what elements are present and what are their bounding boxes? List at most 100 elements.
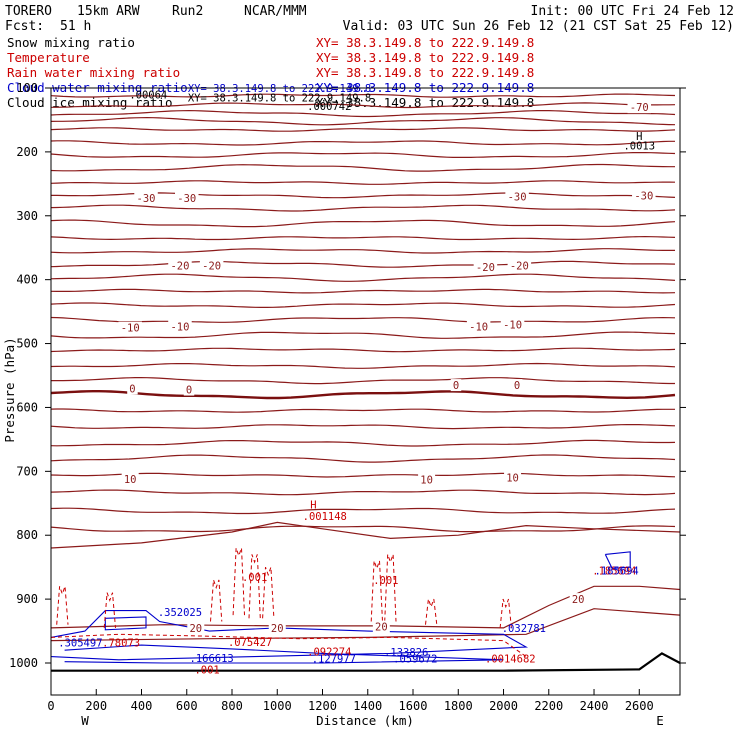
isotherm xyxy=(50,248,675,254)
isotherm xyxy=(50,316,676,323)
x-tick-label: 1400 xyxy=(353,699,382,713)
isotherm-label: -10 xyxy=(170,321,189,333)
temperature-contours xyxy=(50,93,681,642)
isotherm-label: 20 xyxy=(189,623,202,635)
isotherm-label: 0 xyxy=(129,383,135,395)
max-label: .001 xyxy=(194,664,219,676)
field-name-rain: Rain water mixing ratio xyxy=(7,65,180,80)
isotherm xyxy=(50,180,676,185)
cloud-water-contour xyxy=(104,616,147,631)
forecast-hours: 51 h xyxy=(60,19,91,34)
max-label: .305497 xyxy=(58,638,102,650)
label-background xyxy=(418,473,436,486)
overlay-xy-text: XY= 38.3.149.8 to 222.9.149.8 xyxy=(188,83,371,95)
field-xy-temperature: XY= 38.3.149.8 to 222.9.149.8 xyxy=(316,50,534,65)
label-background xyxy=(504,471,522,484)
y-tick-label: 600 xyxy=(16,400,38,414)
y-tick-label: 900 xyxy=(16,592,38,606)
label-background xyxy=(127,382,138,395)
isotherm-label: -20 xyxy=(510,261,529,273)
isotherm xyxy=(50,109,676,118)
max-label: .032781 xyxy=(502,623,546,635)
overlay-xy-text: XY= 38.3.149.8 to 222.9.149.8 xyxy=(188,93,371,105)
x-tick-label: 0 xyxy=(47,699,54,713)
isotherm-label: -30 xyxy=(137,193,156,205)
label-background xyxy=(372,620,390,633)
max-label: .00064 xyxy=(129,89,167,101)
max-label: H xyxy=(310,500,316,512)
cloud-water-contour xyxy=(50,610,529,661)
field-xy-rain: XY= 38.3.149.8 to 222.9.149.8 xyxy=(316,65,534,80)
resolution-label: 15km ARW xyxy=(77,4,140,19)
isotherm-label: -20 xyxy=(476,262,495,274)
y-tick-label: 100 xyxy=(16,81,38,95)
isotherm xyxy=(50,219,676,228)
field-name-snow: Snow mixing ratio xyxy=(7,35,135,50)
rain-water-contour xyxy=(210,579,223,622)
isotherm-label: 10 xyxy=(420,475,433,487)
x-tick-label: 1200 xyxy=(308,699,337,713)
max-label: .001 xyxy=(242,572,267,584)
contour-labels: -70 -30 -30 -30 -30 -20 -20 -20 -20 -10 -10 -10 -10 0… xyxy=(58,83,656,676)
max-label: .001 xyxy=(373,575,398,587)
isotherm xyxy=(50,93,676,98)
isotherm xyxy=(50,302,676,308)
label-background xyxy=(168,320,192,333)
isotherm-label: 20 xyxy=(375,622,388,634)
isotherm-label: -20 xyxy=(170,261,189,273)
isotherm xyxy=(50,273,676,282)
isotherm xyxy=(50,472,676,478)
isotherm xyxy=(50,235,676,241)
rain-water-contour xyxy=(499,598,512,628)
label-background xyxy=(168,259,192,272)
label-background xyxy=(199,259,224,272)
x-tick-label: 200 xyxy=(85,699,107,713)
isotherm xyxy=(51,377,675,385)
valid-time: Valid: 03 UTC Sun 26 Feb 12 (21 CST Sat … xyxy=(343,19,734,34)
max-label: .185694 xyxy=(595,565,639,577)
x-tick-label: 2600 xyxy=(625,699,654,713)
field-name-temperature: Temperature xyxy=(7,50,90,65)
max-label: H xyxy=(636,131,642,143)
isotherm xyxy=(50,408,675,413)
isotherm xyxy=(50,525,676,533)
label-background xyxy=(450,379,462,392)
isotherm-label: 0 xyxy=(186,385,192,397)
isotherm xyxy=(50,260,676,268)
isotherm xyxy=(50,163,675,172)
y-tick-label: 700 xyxy=(16,464,38,478)
rain-water-contour xyxy=(248,554,261,619)
max-label: .185694 xyxy=(592,565,636,577)
max-label: .0014682 xyxy=(485,654,536,666)
y-axis-title: Pressure (hPa) xyxy=(2,337,17,442)
label-background xyxy=(175,191,199,204)
isotherm-label: -10 xyxy=(503,319,522,331)
y-tick-label: 300 xyxy=(16,209,38,223)
max-label: .075427 xyxy=(228,637,272,649)
label-background xyxy=(511,379,523,392)
label-background xyxy=(632,189,656,202)
label-background xyxy=(569,593,587,606)
label-background xyxy=(627,101,652,114)
isotherm-label: 10 xyxy=(506,473,519,485)
rain-water-contour xyxy=(103,592,116,628)
x-axis: 0 200 400 600 800 1000 1200 1400 1600 1800 2000 220… xyxy=(47,689,654,713)
isotherm xyxy=(50,424,676,430)
rain-water-contour xyxy=(232,547,245,616)
isotherm xyxy=(50,608,681,642)
isotherm xyxy=(50,439,676,447)
max-label: .352025 xyxy=(158,607,202,619)
label-background xyxy=(183,383,195,396)
cloud-water-contour xyxy=(64,644,504,664)
y-tick-label: 200 xyxy=(16,145,38,159)
label-background xyxy=(473,260,498,273)
plot-frame xyxy=(50,87,681,696)
max-label: .78073 xyxy=(102,638,140,650)
y-tick-label: 800 xyxy=(16,528,38,542)
label-background xyxy=(134,191,158,204)
max-label: .092274 xyxy=(307,647,351,659)
max-label: .166613 xyxy=(190,653,234,665)
isotherm-label: 20 xyxy=(572,594,585,606)
isotherm xyxy=(50,521,681,549)
